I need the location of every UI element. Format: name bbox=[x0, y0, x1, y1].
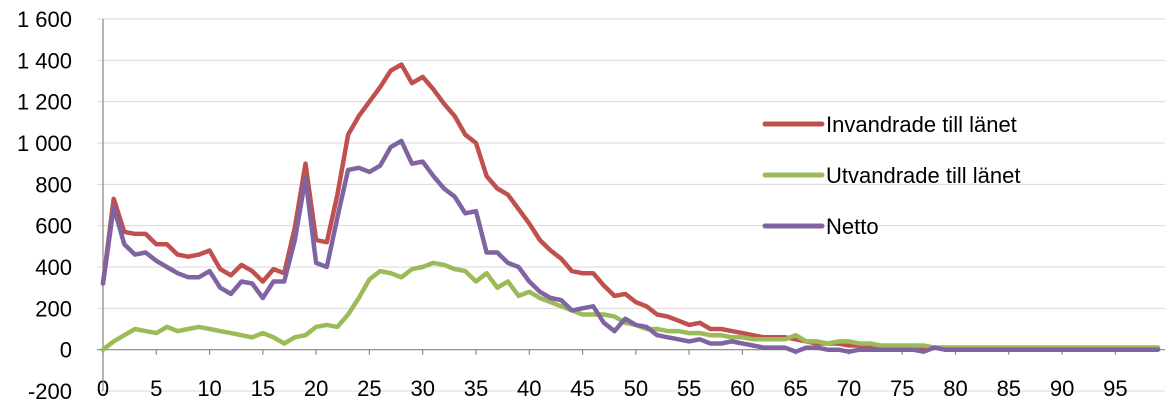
y-tick-label: 1 600 bbox=[17, 7, 72, 32]
y-tick-label: 600 bbox=[35, 214, 72, 239]
x-axis-ticks: 0 5 10 15 20 25 30 35 40 45 50 55 60 65 70 75 80 85 90 95 bbox=[97, 349, 1128, 401]
x-tick-label: 85 bbox=[997, 376, 1021, 401]
y-tick-label: 1 200 bbox=[17, 90, 72, 115]
grid-lines bbox=[97, 18, 1165, 392]
y-tick-label: -200 bbox=[28, 379, 72, 401]
x-tick-label: 75 bbox=[890, 376, 914, 401]
x-tick-label: 55 bbox=[677, 376, 701, 401]
legend-label-1: Utvandrade till länet bbox=[826, 163, 1020, 188]
y-tick-label: 800 bbox=[35, 172, 72, 197]
x-tick-label: 20 bbox=[304, 376, 328, 401]
x-tick-label: 45 bbox=[570, 376, 594, 401]
x-tick-label: 10 bbox=[197, 376, 221, 401]
series-lines bbox=[100, 62, 1161, 354]
series-line-1 bbox=[100, 260, 1161, 352]
x-tick-label: 70 bbox=[837, 376, 861, 401]
legend-label-2: Netto bbox=[826, 214, 879, 239]
y-tick-label: 0 bbox=[60, 338, 72, 363]
x-tick-label: 50 bbox=[624, 376, 648, 401]
y-tick-label: 200 bbox=[35, 296, 72, 321]
x-tick-label: 30 bbox=[410, 376, 434, 401]
x-tick-label: 15 bbox=[251, 376, 275, 401]
legend-label-0: Invandrade till länet bbox=[826, 112, 1017, 137]
x-tick-label: 5 bbox=[150, 376, 162, 401]
legend: Invandrade till länet Utvandrade till län… bbox=[762, 112, 1020, 239]
x-tick-label: 80 bbox=[943, 376, 967, 401]
x-tick-label: 25 bbox=[357, 376, 381, 401]
x-tick-label: 65 bbox=[783, 376, 807, 401]
x-tick-label: 40 bbox=[517, 376, 541, 401]
y-axis-ticks: -200 0 200 400 600 800 1 000 1 200 1 400 1 600 bbox=[17, 7, 72, 401]
series-line-0 bbox=[100, 62, 1161, 350]
x-tick-label: 60 bbox=[730, 376, 754, 401]
y-tick-label: 1 400 bbox=[17, 48, 72, 73]
x-tick-label: 90 bbox=[1050, 376, 1074, 401]
series-line-2 bbox=[100, 138, 1161, 354]
x-tick-label: 95 bbox=[1103, 376, 1127, 401]
y-tick-label: 1 000 bbox=[17, 131, 72, 156]
x-tick-label: 35 bbox=[464, 376, 488, 401]
y-tick-label: 400 bbox=[35, 255, 72, 280]
